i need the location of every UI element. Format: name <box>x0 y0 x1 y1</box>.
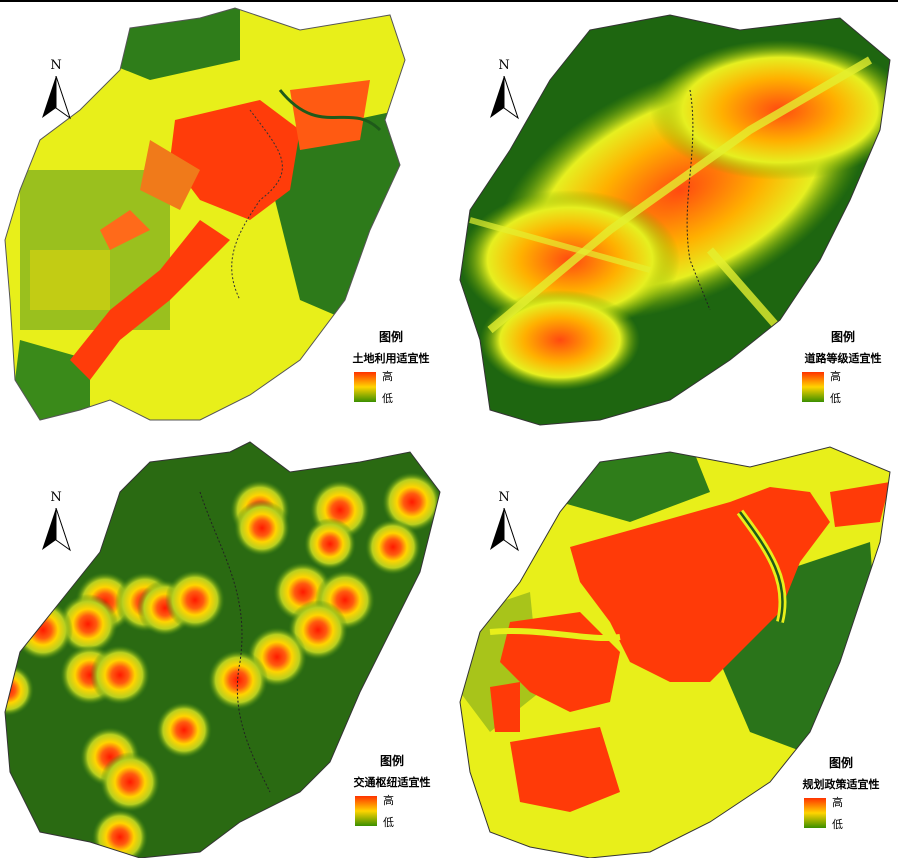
legend-planning-policy: 图例 规划政策适宜性 高 低 <box>786 754 895 844</box>
legend-name: 土地利用适宜性 <box>352 352 430 365</box>
hub-buffer <box>382 472 440 532</box>
north-arrow: N <box>484 490 524 560</box>
hub-buffer <box>58 594 118 654</box>
north-arrow-icon <box>42 76 71 120</box>
legend-name: 规划政策适宜性 <box>802 778 880 791</box>
river-buffer <box>489 627 621 642</box>
color-ramp <box>802 372 824 402</box>
hub-buffer <box>165 570 225 630</box>
color-ramp <box>355 796 377 826</box>
legend-low-label: 低 <box>383 816 394 829</box>
region-boundary <box>459 446 891 858</box>
north-arrow: N <box>36 58 76 128</box>
hub-buffer <box>208 650 268 710</box>
north-arrow-icon <box>490 76 519 120</box>
planned-zone <box>830 482 890 527</box>
legend-high-label: 高 <box>830 370 841 383</box>
planned-zone <box>570 487 830 682</box>
planned-zone <box>510 727 620 812</box>
map-panel-transport-hub: N 图例 交通枢纽适宜性 高 低 <box>0 432 445 858</box>
legend-name: 交通枢纽适宜性 <box>353 776 431 789</box>
map-panel-land-use: N 图例 土地利用适宜性 高 低 <box>0 0 445 426</box>
legend-name: 道路等级适宜性 <box>804 352 882 365</box>
region-boundary <box>459 14 891 426</box>
legend-transport-hub: 图例 交通枢纽适宜性 高 低 <box>337 752 445 842</box>
legend-title: 图例 <box>378 330 403 344</box>
map-panel-planning-policy: N 图例 规划政策适宜性 高 低 <box>450 432 895 858</box>
farmland-zone <box>30 250 110 310</box>
hub-buffer <box>304 518 356 570</box>
urban-area <box>140 140 200 210</box>
urban-area <box>100 210 150 250</box>
legend-high-label: 高 <box>383 794 394 807</box>
river <box>278 89 382 132</box>
top-border <box>0 0 898 2</box>
region-boundary <box>4 441 441 858</box>
legend-title: 图例 <box>379 754 404 768</box>
road-density-zone <box>480 290 640 390</box>
district-boundary <box>199 491 271 793</box>
major-road <box>706 247 784 333</box>
north-arrow: N <box>36 490 76 560</box>
legend-road-grade: 图例 道路等级适宜性 高 低 <box>788 328 895 418</box>
legend-high-label: 高 <box>832 796 843 809</box>
legend-high-label: 高 <box>382 370 393 383</box>
region-boundary <box>4 7 406 421</box>
north-arrow: N <box>484 58 524 128</box>
hub-buffer <box>100 752 160 812</box>
planned-zone <box>490 682 520 732</box>
legend-low-label: 低 <box>382 392 393 405</box>
hub-buffer <box>365 519 421 575</box>
legend-low-label: 低 <box>832 818 843 831</box>
urban-core <box>170 100 300 220</box>
map-panel-road-grade: N 图例 道路等级适宜性 高 低 <box>450 0 895 426</box>
river <box>738 511 784 623</box>
north-arrow-icon <box>490 508 519 552</box>
color-ramp <box>804 798 826 828</box>
north-letter: N <box>498 490 510 505</box>
legend-title: 图例 <box>828 756 853 770</box>
north-arrow-icon <box>42 508 71 552</box>
north-letter: N <box>498 58 510 73</box>
district-boundary <box>231 109 283 301</box>
legend-low-label: 低 <box>830 392 841 405</box>
hub-buffer <box>156 702 212 758</box>
road-grade-map <box>459 14 891 426</box>
hub-buffers <box>5 472 440 858</box>
land-use-map <box>4 7 406 421</box>
legend-title: 图例 <box>830 330 855 344</box>
legend-land-use: 图例 土地利用适宜性 高 低 <box>336 328 445 418</box>
transport-hub-map <box>4 441 441 858</box>
color-ramp <box>354 372 376 402</box>
north-letter: N <box>50 490 62 505</box>
urban-corridor <box>70 220 230 380</box>
major-road <box>469 217 651 273</box>
hub-buffer <box>13 600 73 660</box>
hub-buffer <box>234 500 290 556</box>
urban-area <box>290 80 370 150</box>
planning-policy-map <box>459 446 891 858</box>
north-letter: N <box>50 58 62 73</box>
major-road <box>487 56 873 334</box>
hub-buffer <box>90 645 150 705</box>
